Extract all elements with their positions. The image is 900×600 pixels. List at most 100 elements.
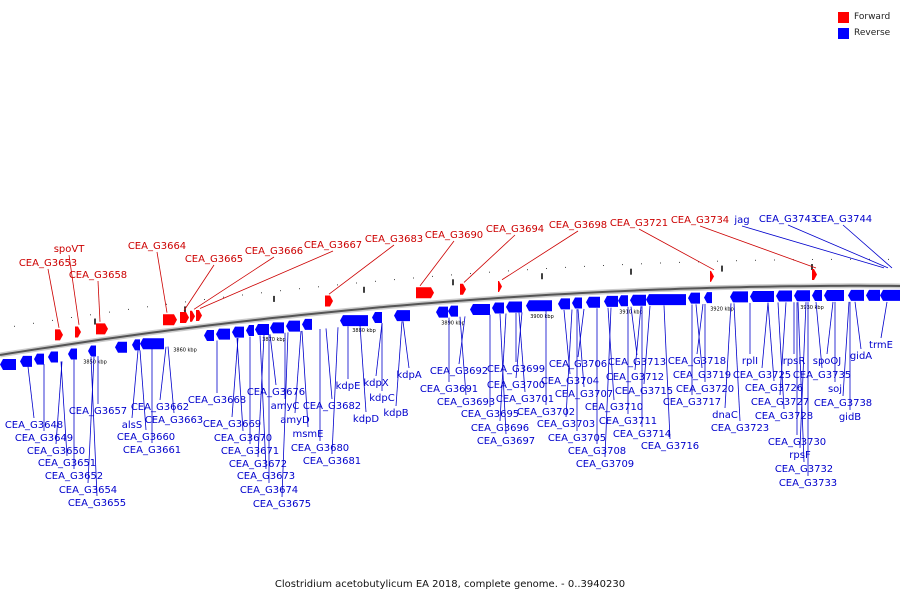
guide-dot bbox=[717, 260, 718, 262]
forward-leader bbox=[47, 268, 60, 328]
tick-label: 3910 kbp bbox=[619, 310, 643, 316]
reverse-gene bbox=[372, 312, 382, 324]
reverse-gene-label: CEA_G3663 bbox=[145, 415, 203, 426]
reverse-gene-label: CEA_G3693 bbox=[437, 397, 495, 408]
forward-gene-label: CEA_G3721 bbox=[610, 218, 668, 229]
reverse-gene-label: CEA_G3695 bbox=[461, 409, 519, 420]
reverse-gene bbox=[572, 297, 582, 309]
reverse-gene-label: CEA_G3706 bbox=[549, 359, 607, 370]
forward-gene-label: jag bbox=[733, 215, 749, 226]
reverse-leader bbox=[257, 334, 265, 458]
reverse-gene-label: CEA_G3701 bbox=[496, 394, 554, 405]
reverse-gene-label: CEA_G3709 bbox=[576, 459, 634, 470]
guide-dot bbox=[337, 284, 338, 286]
reverse-leader bbox=[60, 361, 68, 457]
guide-dot bbox=[736, 260, 737, 262]
reverse-gene-label: CEA_G3669 bbox=[203, 419, 261, 430]
guide-dot bbox=[147, 306, 148, 308]
reverse-leader bbox=[301, 330, 309, 428]
reverse-gene bbox=[394, 310, 410, 322]
reverse-leader bbox=[607, 307, 615, 401]
reverse-gene-label: CEA_G3711 bbox=[599, 416, 657, 427]
guide-dot bbox=[489, 271, 490, 273]
reverse-gene bbox=[340, 315, 368, 327]
reverse-gene bbox=[0, 359, 16, 370]
forward-gene bbox=[163, 314, 177, 326]
guide-dot bbox=[546, 268, 547, 269]
reverse-gene-label: CEA_G3718 bbox=[668, 356, 726, 367]
reverse-leader bbox=[87, 356, 95, 484]
guide-dot bbox=[641, 263, 642, 265]
reverse-gene-label: CEA_G3662 bbox=[131, 402, 189, 413]
reverse-gene-label: CEA_G3652 bbox=[45, 471, 103, 482]
forward-gene-label: CEA_G3743 bbox=[759, 214, 817, 225]
reverse-leader bbox=[139, 350, 147, 431]
reverse-gene-label: trmE bbox=[869, 340, 893, 351]
guide-dot bbox=[812, 259, 813, 260]
reverse-gene-label: alsS bbox=[122, 420, 142, 431]
guide-dot bbox=[584, 265, 585, 267]
reverse-gene-label: CEA_G3702 bbox=[517, 407, 575, 418]
reverse-gene bbox=[618, 295, 628, 307]
guide-dot bbox=[850, 258, 851, 260]
reverse-gene-label: CEA_G3730 bbox=[768, 437, 826, 448]
reverse-gene bbox=[704, 292, 712, 304]
forward-gene-label: CEA_G3665 bbox=[185, 254, 243, 265]
reverse-gene-label: CEA_G3648 bbox=[5, 420, 63, 431]
reverse-gene-label: CEA_G3705 bbox=[548, 433, 606, 444]
reverse-leader bbox=[55, 361, 63, 445]
reverse-gene-label: CEA_G3732 bbox=[775, 464, 833, 475]
reverse-gene-label: CEA_G3700 bbox=[487, 380, 545, 391]
forward-gene-label: CEA_G3664 bbox=[128, 241, 186, 252]
reverse-gene bbox=[34, 353, 44, 365]
reverse-leader bbox=[259, 335, 267, 470]
reverse-gene-label: CEA_G3728 bbox=[755, 411, 813, 422]
reverse-gene-label: CEA_G3707 bbox=[555, 389, 613, 400]
reverse-leader bbox=[577, 309, 585, 388]
reverse-gene-label: CEA_G3697 bbox=[477, 436, 535, 447]
reverse-gene-label: CEA_G3661 bbox=[123, 445, 181, 456]
reverse-leader bbox=[724, 303, 732, 409]
guide-dot bbox=[831, 258, 832, 260]
reverse-gene bbox=[204, 330, 214, 342]
backbone-line bbox=[0, 284, 900, 356]
forward-gene bbox=[196, 310, 202, 322]
reverse-gene bbox=[526, 300, 552, 312]
reverse-gene-label: CEA_G3725 bbox=[733, 370, 791, 381]
reverse-leader bbox=[634, 306, 642, 371]
reverse-gene bbox=[848, 289, 864, 301]
reverse-gene-label: CEA_G3696 bbox=[471, 423, 529, 434]
reverse-gene-label: kdpD bbox=[353, 414, 379, 425]
forward-leader bbox=[199, 250, 334, 309]
reverse-leader bbox=[402, 321, 410, 369]
reverse-gene bbox=[880, 289, 900, 301]
reverse-gene-label: dnaC bbox=[712, 410, 738, 421]
reverse-gene bbox=[750, 290, 774, 302]
reverse-leader bbox=[231, 337, 239, 418]
reverse-gene bbox=[232, 326, 244, 338]
reverse-leader bbox=[630, 306, 638, 356]
guide-dot bbox=[261, 292, 262, 294]
reverse-gene bbox=[302, 318, 312, 330]
forward-leader bbox=[156, 251, 168, 313]
tick-label: 3930 kbp bbox=[800, 305, 824, 311]
forward-gene-label: CEA_G3683 bbox=[365, 234, 423, 245]
forward-gene-label: CEA_G3744 bbox=[814, 214, 872, 225]
reverse-gene-label: CEA_G3723 bbox=[711, 423, 769, 434]
forward-leader bbox=[787, 224, 889, 269]
reverse-leader bbox=[880, 301, 888, 339]
reverse-gene bbox=[688, 292, 700, 304]
forward-gene bbox=[96, 323, 108, 335]
forward-gene-label: CEA_G3734 bbox=[671, 215, 729, 226]
guide-dot bbox=[660, 262, 661, 264]
reverse-gene-label: CEA_G3733 bbox=[779, 478, 837, 489]
guide-dot bbox=[166, 303, 167, 305]
reverse-gene bbox=[436, 306, 448, 318]
reverse-gene bbox=[115, 341, 127, 353]
forward-leader bbox=[699, 225, 817, 269]
reverse-gene-label: kdpA bbox=[396, 370, 421, 381]
reverse-gene bbox=[270, 322, 284, 334]
reverse-gene-label: amyC bbox=[271, 401, 300, 412]
guide-dot bbox=[318, 286, 319, 288]
